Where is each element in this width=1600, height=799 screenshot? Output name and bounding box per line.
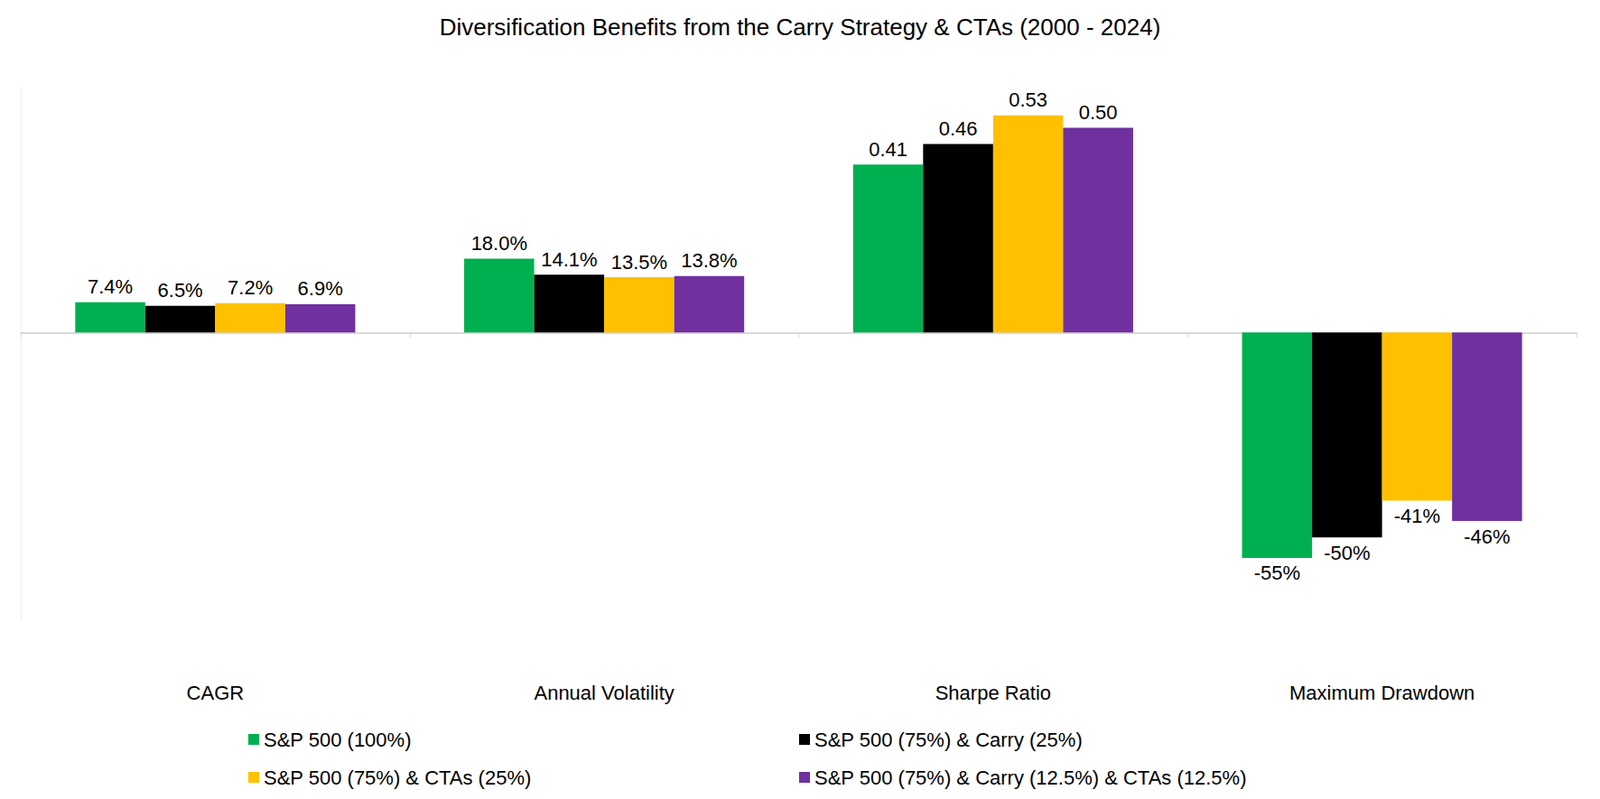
svg-text:-41%: -41% — [1394, 504, 1441, 528]
svg-text:7.2%: 7.2% — [227, 276, 273, 299]
svg-text:13.5%: 13.5% — [611, 251, 668, 274]
svg-text:7.4%: 7.4% — [87, 275, 133, 298]
svg-text:Maximum Drawdown: Maximum Drawdown — [1289, 681, 1475, 705]
svg-text:18.0%: 18.0% — [471, 232, 528, 255]
svg-text:0.50: 0.50 — [1079, 101, 1118, 124]
svg-text:S&P 500 (75%) & Carry (12.5%): S&P 500 (75%) & Carry (12.5%) & CTAs (12… — [814, 766, 1247, 790]
svg-text:13.8%: 13.8% — [680, 249, 737, 272]
svg-text:-55%: -55% — [1254, 561, 1301, 585]
svg-text:Diversification Benefits from: Diversification Benefits from the Carry … — [439, 13, 1162, 41]
svg-text:0.41: 0.41 — [868, 138, 908, 161]
svg-text:S&P 500 (100%): S&P 500 (100%) — [263, 728, 411, 752]
svg-text:CAGR: CAGR — [186, 681, 245, 705]
svg-text:0.53: 0.53 — [1008, 88, 1048, 112]
svg-text:14.1%: 14.1% — [540, 248, 597, 271]
svg-text:-46%: -46% — [1463, 525, 1510, 549]
svg-text:Sharpe Ratio: Sharpe Ratio — [935, 681, 1052, 705]
svg-text:0.46: 0.46 — [939, 117, 978, 140]
svg-text:S&P 500 (75%) & CTAs (25%): S&P 500 (75%) & CTAs (25%) — [263, 766, 531, 790]
svg-text:-50%: -50% — [1323, 541, 1370, 565]
svg-text:6.5%: 6.5% — [158, 279, 204, 302]
svg-text:S&P 500 (75%) & Carry (25%): S&P 500 (75%) & Carry (25%) — [814, 728, 1083, 752]
svg-text:Annual Volatility: Annual Volatility — [533, 681, 674, 705]
svg-text:6.9%: 6.9% — [297, 277, 344, 300]
